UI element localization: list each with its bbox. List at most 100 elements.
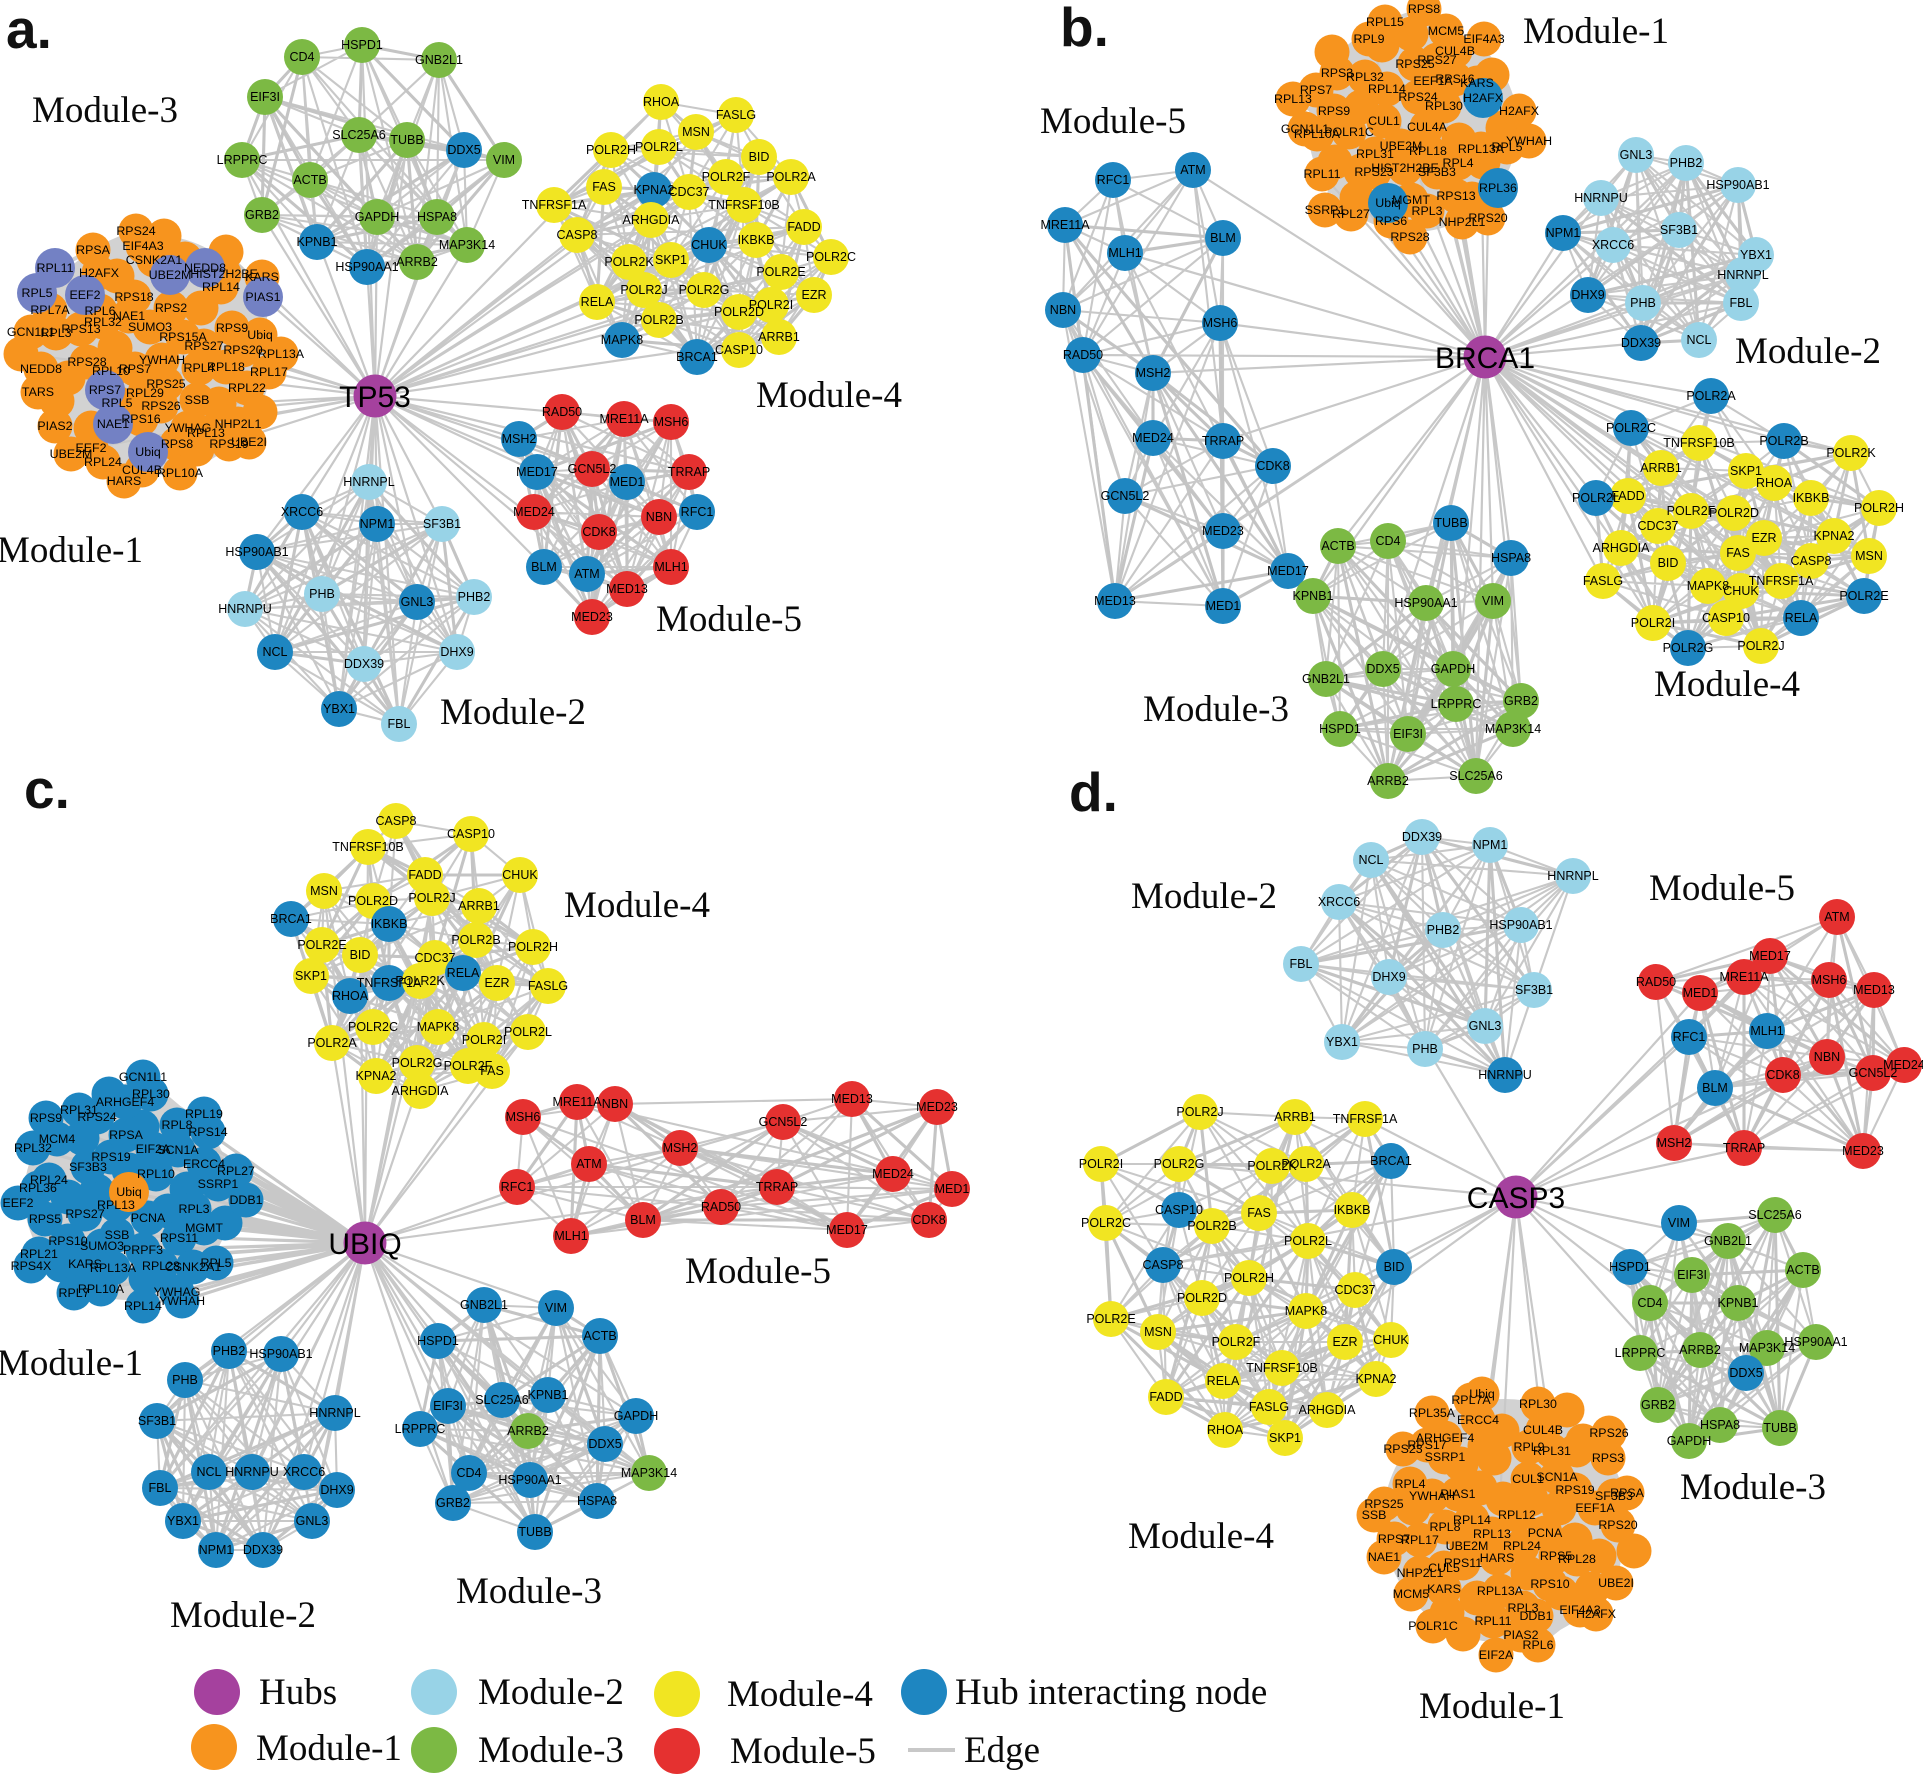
svg-text:PHB: PHB xyxy=(309,587,335,601)
svg-text:GNL3: GNL3 xyxy=(296,1514,329,1528)
svg-text:TRRAP: TRRAP xyxy=(1202,434,1244,448)
svg-text:Module-4: Module-4 xyxy=(564,885,710,926)
svg-text:RPL17: RPL17 xyxy=(1401,1533,1439,1547)
svg-text:Module-3: Module-3 xyxy=(478,1730,624,1771)
svg-text:ARRB2: ARRB2 xyxy=(396,255,438,269)
svg-text:MAP3K14: MAP3K14 xyxy=(1485,722,1541,736)
svg-text:RPL3: RPL3 xyxy=(41,326,72,340)
svg-text:YBX1: YBX1 xyxy=(167,1514,199,1528)
svg-text:CD4: CD4 xyxy=(289,50,314,64)
svg-text:EEF2: EEF2 xyxy=(70,288,101,302)
svg-text:KPNB1: KPNB1 xyxy=(1293,589,1334,603)
svg-text:GNB2L1: GNB2L1 xyxy=(460,1298,508,1312)
svg-text:DDB1: DDB1 xyxy=(1519,1609,1552,1623)
svg-text:POLR2K: POLR2K xyxy=(1247,1159,1297,1173)
svg-text:ATM: ATM xyxy=(1824,910,1849,924)
svg-text:NAE1: NAE1 xyxy=(113,309,145,323)
svg-text:MAP3K14: MAP3K14 xyxy=(621,1466,677,1480)
svg-text:RPL10: RPL10 xyxy=(92,364,130,378)
svg-text:KPNA2: KPNA2 xyxy=(634,183,675,197)
svg-text:CDC37: CDC37 xyxy=(1638,519,1679,533)
svg-text:CUL1: CUL1 xyxy=(1368,114,1400,128)
svg-text:CASP10: CASP10 xyxy=(447,827,495,841)
svg-text:DHX9: DHX9 xyxy=(1571,288,1604,302)
svg-text:TUBB: TUBB xyxy=(518,1525,551,1539)
svg-text:BRCA1: BRCA1 xyxy=(676,350,718,364)
svg-text:MLH1: MLH1 xyxy=(1750,1024,1783,1038)
svg-text:MSN: MSN xyxy=(310,884,338,898)
svg-text:RPS9: RPS9 xyxy=(30,1111,62,1125)
svg-text:RFC1: RFC1 xyxy=(1097,173,1130,187)
svg-text:EIF4A3: EIF4A3 xyxy=(1559,1603,1600,1617)
svg-text:MCM4: MCM4 xyxy=(39,1132,76,1146)
svg-text:NHP2L1: NHP2L1 xyxy=(215,417,262,431)
svg-text:RPL12: RPL12 xyxy=(1498,1508,1536,1522)
svg-text:FADD: FADD xyxy=(1611,489,1644,503)
svg-text:MRE11A: MRE11A xyxy=(1719,970,1769,984)
svg-text:RAD50: RAD50 xyxy=(701,1200,741,1214)
svg-text:GCN5L2: GCN5L2 xyxy=(1101,489,1150,503)
svg-text:CDK8: CDK8 xyxy=(582,525,615,539)
svg-text:RPS5: RPS5 xyxy=(29,1212,61,1226)
svg-text:RPS7: RPS7 xyxy=(89,383,121,397)
svg-text:RPS18: RPS18 xyxy=(114,290,153,304)
svg-text:Module-5: Module-5 xyxy=(685,1251,831,1292)
svg-text:EEF1A: EEF1A xyxy=(1413,74,1453,88)
svg-text:MED17: MED17 xyxy=(1267,564,1309,578)
svg-text:ARRB1: ARRB1 xyxy=(1640,461,1682,475)
svg-text:POLR2G: POLR2G xyxy=(1154,1157,1205,1171)
svg-text:POLR2J: POLR2J xyxy=(408,891,455,905)
svg-text:ARRB1: ARRB1 xyxy=(758,330,800,344)
svg-text:NCL: NCL xyxy=(1686,333,1711,347)
svg-text:GCN1L1: GCN1L1 xyxy=(119,1070,167,1084)
svg-text:POLR2F: POLR2F xyxy=(702,170,751,184)
svg-text:POLR2B: POLR2B xyxy=(634,313,683,327)
svg-text:RPS11: RPS11 xyxy=(160,1231,198,1245)
svg-text:XRCC6: XRCC6 xyxy=(281,505,323,519)
svg-text:RPS24: RPS24 xyxy=(77,1110,116,1124)
svg-text:SKP1: SKP1 xyxy=(1269,1431,1301,1445)
svg-text:EEF2: EEF2 xyxy=(76,441,107,455)
svg-text:SSRP1: SSRP1 xyxy=(198,1177,239,1191)
svg-text:PHB: PHB xyxy=(1630,296,1656,310)
svg-text:MED24: MED24 xyxy=(872,1167,914,1181)
svg-text:CSNK2A1: CSNK2A1 xyxy=(126,253,183,267)
svg-text:MSH2: MSH2 xyxy=(663,1141,698,1155)
svg-text:RPL29: RPL29 xyxy=(126,386,164,400)
svg-text:BLM: BLM xyxy=(531,560,557,574)
svg-text:HSP90AB1: HSP90AB1 xyxy=(225,545,288,559)
svg-text:CASP10: CASP10 xyxy=(1155,1203,1203,1217)
svg-text:POLR2J: POLR2J xyxy=(620,283,667,297)
svg-text:HSPA8: HSPA8 xyxy=(417,210,457,224)
svg-text:NEDD8: NEDD8 xyxy=(184,261,226,275)
svg-text:MCM5: MCM5 xyxy=(1428,24,1465,38)
svg-text:RPS25: RPS25 xyxy=(1364,1497,1403,1511)
svg-text:RPS20: RPS20 xyxy=(223,343,262,357)
svg-text:DDX5: DDX5 xyxy=(447,143,480,157)
svg-text:GCN1L1: GCN1L1 xyxy=(7,325,55,339)
svg-text:RPL11: RPL11 xyxy=(37,261,74,275)
svg-text:FAS: FAS xyxy=(480,1064,504,1078)
svg-text:CDK8: CDK8 xyxy=(1256,459,1289,473)
svg-text:RPL10A: RPL10A xyxy=(1294,127,1341,141)
svg-text:EIF4A3: EIF4A3 xyxy=(122,239,163,253)
svg-text:HSPD1: HSPD1 xyxy=(1609,1260,1651,1274)
svg-text:MAPK8: MAPK8 xyxy=(1285,1304,1327,1318)
svg-text:RPS27: RPS27 xyxy=(184,339,223,353)
svg-text:YWHAG: YWHAG xyxy=(165,421,212,435)
svg-text:NBN: NBN xyxy=(1050,303,1076,317)
svg-text:ERCC4: ERCC4 xyxy=(183,1157,225,1171)
svg-text:GRB2: GRB2 xyxy=(245,208,279,222)
svg-text:KPNA2: KPNA2 xyxy=(356,1069,397,1083)
svg-text:POLR2D: POLR2D xyxy=(348,894,398,908)
svg-text:RPS19: RPS19 xyxy=(91,1150,130,1164)
svg-text:KARS: KARS xyxy=(1427,1582,1461,1596)
svg-text:POLR2A: POLR2A xyxy=(307,1036,357,1050)
svg-text:PHB2: PHB2 xyxy=(1670,156,1703,170)
svg-text:TP53: TP53 xyxy=(339,381,411,414)
svg-text:CUL4B: CUL4B xyxy=(122,463,162,477)
svg-text:Ubiq: Ubiq xyxy=(1375,196,1401,210)
svg-text:BRCA1: BRCA1 xyxy=(1370,1154,1412,1168)
svg-text:VIM: VIM xyxy=(545,1301,567,1315)
svg-text:POLR2C: POLR2C xyxy=(1081,1216,1131,1230)
